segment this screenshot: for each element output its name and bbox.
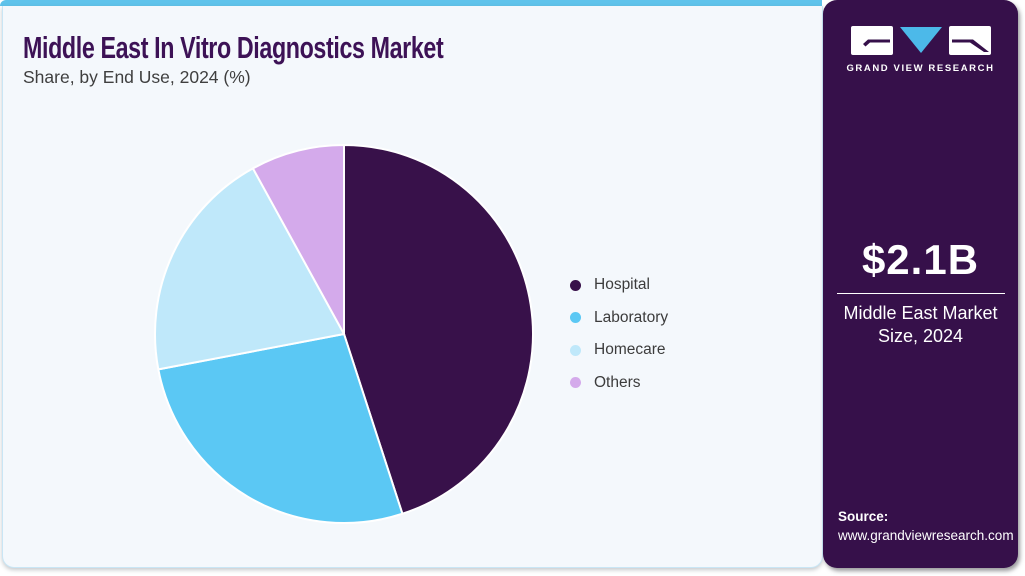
legend-item-homecare: Homecare [570,342,668,358]
pie-slice-laboratory [157,333,404,524]
legend-label: Laboratory [594,308,669,326]
market-size-value: $2.1B [861,236,980,283]
pie-slice-homecare [154,167,345,371]
legend-swatch-icon [570,377,581,388]
brand-name: GRAND VIEW RESEARCH [846,63,995,74]
top-accent-bar [0,0,822,6]
pie-chart [153,143,535,525]
logo-g-icon [850,26,893,55]
metric-divider [836,293,1005,294]
market-size-metric: $2.1B Middle East Market Size, 2024 [823,236,1018,349]
legend-label: Others [594,373,641,391]
page-subtitle: Share, by End Use, 2024 (%) [23,67,251,87]
gvr-logo-icon [850,26,991,55]
legend-swatch-icon [570,344,581,356]
legend-item-others: Others [570,375,668,391]
legend-swatch-icon [570,279,581,291]
legend-label: Hospital [594,276,650,294]
brand-sidebar: GRAND VIEW RESEARCH $2.1B Middle East Ma… [823,0,1018,568]
chart-legend: Hospital Laboratory Homecare Others [570,277,668,407]
pie-slice-hospital [343,144,534,515]
legend-item-laboratory: Laboratory [570,310,668,326]
market-size-label: Middle East Market Size, 2024 [843,303,998,347]
legend-item-hospital: Hospital [570,277,668,293]
legend-swatch-icon [570,312,581,323]
logo-r-icon [948,26,991,55]
pie-chart-svg [154,144,534,524]
legend-label: Homecare [594,341,666,359]
chart-panel: Middle East In Vitro Diagnostics Market … [2,6,823,568]
source-label: Source: [838,508,889,524]
source-block: Source: www.grandviewresearch.com [838,507,1014,546]
gvr-logo: GRAND VIEW RESEARCH [823,26,1018,74]
page-title: Middle East In Vitro Diagnostics Market [23,30,444,65]
source-url: www.grandviewresearch.com [838,528,1014,544]
pie-slice-others [251,144,345,335]
logo-v-icon [899,27,942,53]
